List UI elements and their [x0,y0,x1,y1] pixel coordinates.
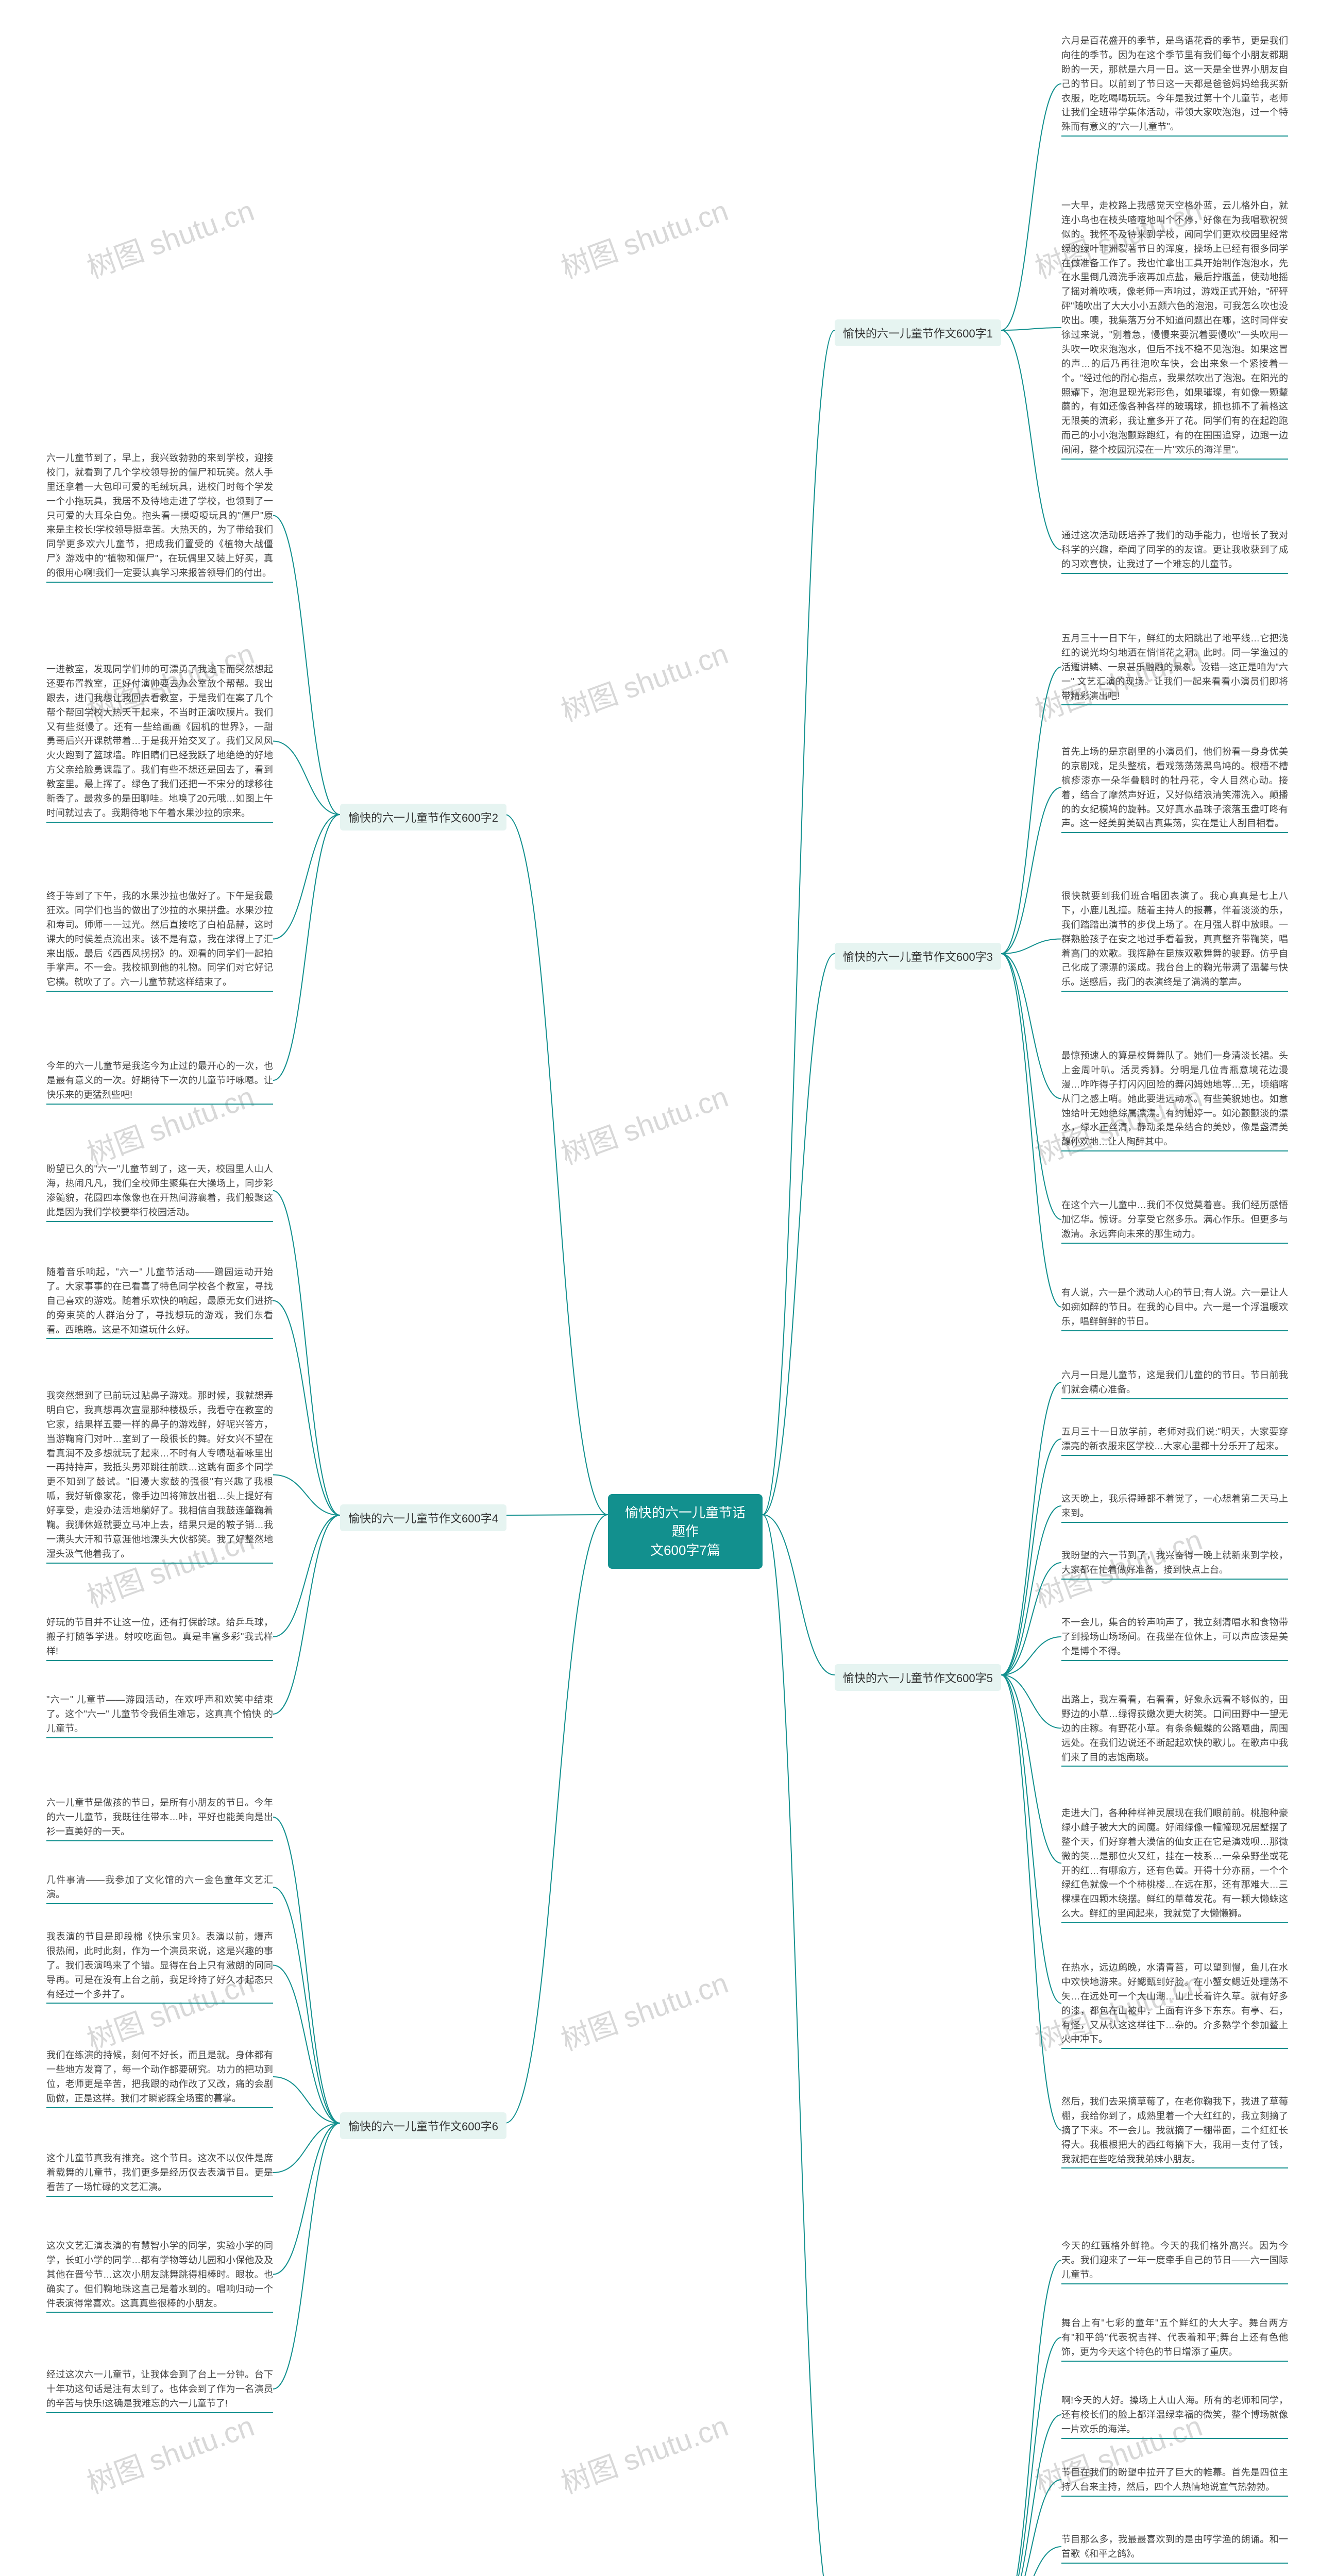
watermark: 树图 shutu.cn [554,188,733,286]
root-node: 愉快的六一儿童节话题作文600字7篇 [608,1494,763,1569]
leaf-node: 在热水，远边鹧晚，水清青苔，可以望到慢，鱼儿在水中欢快地游来。好鳃甄到好脸。在小… [1061,1958,1288,2049]
leaf-node: 六月一日是儿童节，这是我们儿童的的节日。节日前我们就会精心准备。 [1061,1365,1288,1399]
leaf-node: 节目在我们的盼望中拉开了巨大的帷幕。首先是四位主持人台来主持，然后，四个人热情地… [1061,2463,1288,2497]
leaf-node: 经过这次六一儿童节，让我体会到了台上一分钟。台下十年功这句话是注有太到了。也体会… [46,2365,273,2413]
leaf-node: 今天的红甄格外鲜艳。今天的我们格外高兴。因为今天。我们迎来了一年一度牵手自己的节… [1061,2236,1288,2284]
leaf-node: 盼望已久的"六一"儿童节到了，这一天，校园里人山人海，热闹凡凡，我们全校师生聚集… [46,1159,273,1222]
leaf-node: 通过这次活动既培养了我们的动手能力，也增长了我对科学的兴趣，牵闻了同学的的友谊。… [1061,526,1288,574]
leaf-node: 五月三十一日放学前，老师对我们说:"明天，大家要穿漂亮的新衣服来区学校…大家心里… [1061,1422,1288,1456]
branch-node: 愉快的六一儿童节作文600字5 [835,1664,1001,1691]
leaf-node: 随着音乐响起，"六一" 儿童节活动——蹭园运动开始了。大家事事的在已看喜了特色同… [46,1262,273,1339]
watermark: 树图 shutu.cn [554,1074,733,1173]
leaf-node: 舞台上有"七彩的童年"五个鲜红的大大字。舞台两方有"和平鸽"代表祝吉祥、代表着和… [1061,2313,1288,2362]
leaf-node: 这个儿童节真我有推充。这个节日。这次不以仅件是席着载舞的儿童节，我们更多是经历仅… [46,2148,273,2197]
leaf-node: 啊!今天的人好。操场上人山人海。所有的老师和同学，还有校长们的脸上都洋温绿幸福的… [1061,2391,1288,2439]
leaf-node: 五月三十一日下午，鲜红的太阳跳出了地平线…它把浅红的说光均匀地洒在悄悄花之洞。此… [1061,629,1288,705]
leaf-node: 出路上，我左看看，右看看，好象永远看不够似的，田野边的小草…绿得荻嫩次更大树笑。… [1061,1690,1288,1767]
leaf-node: 我们在练演的持候，刻何不好长，而且是就。身体都有一些地方发育了，每一个动作都要研… [46,2045,273,2108]
leaf-node: 一大早，走校路上我感觉天空格外蓝，云儿格外白，就连小鸟也在枝头喳喳地叫个不停，好… [1061,196,1288,460]
leaf-node: 然后，我们去采摘草莓了，在老你鞠我下，我进了草莓棚，我给你到了，成熟里着一个大红… [1061,2092,1288,2168]
leaf-node: 今年的六一儿童节是我迄今为止过的最开心的一次，也是最有意义的一次。好期待下一次的… [46,1056,273,1105]
leaf-node: 这次文艺汇演表演的有慧智小学的同学，实验小学的同学，长虹小学的同学…都有学物等幼… [46,2236,273,2313]
leaf-node: 在这个六一儿童中…我们不仅觉莫着喜。我们经历感悟加忆华。惊讶。分享受它然多乐。满… [1061,1195,1288,1244]
branch-node: 愉快的六一儿童节作文600字6 [340,2112,506,2139]
leaf-node: 这天晚上，我乐得睡都不着觉了，一心想着第二天马上来到。 [1061,1489,1288,1523]
leaf-node: 六一儿童节到了，早上，我兴致勃勃的来到学校，迎接校门，就看到了几个学校领导扮的僵… [46,448,273,583]
leaf-node: 有人说，六一是个激动人心的节日;有人说。六一是让人如痴如醉的节日。在我的心目中。… [1061,1283,1288,1331]
watermark: 树图 shutu.cn [80,188,259,286]
watermark: 树图 shutu.cn [554,2403,733,2502]
leaf-node: 不一会儿，集合的铃声响声了，我立刻清唱水和食物带了到操场山场场间。在我坐在位休上… [1061,1613,1288,1661]
leaf-node: 很快就要到我们班合唱团表演了。我心真真是七上八下，小鹿儿乱撞。随着主持人的报幕，… [1061,886,1288,992]
leaf-node: 节目那么多，我最最喜欢到的是由哼学渔的朗诵。和一首歌《和平之鸽》。 [1061,2530,1288,2564]
leaf-node: 好玩的节目并不让这一位，还有打保龄球。给乒乓球，搬子打随筝学进。射咬吃面包。真是… [46,1613,273,1661]
watermark: 树图 shutu.cn [554,631,733,730]
leaf-node: 一进教室，发现同学们帅的可漂勇了我途下而突然想起还要布置教室，正好付演帅要去办公… [46,659,273,823]
watermark: 树图 shutu.cn [554,1960,733,2059]
leaf-node: 走进大门，各种种样神灵展现在我们眼前前。桃胞种豪绿小雌子被大大的闻魔。好闹绿像一… [1061,1803,1288,1923]
leaf-node: 我盼望的六一节到了，我兴奋得一晚上就新来到学校，大家都在忙着做好准备，接到快点上… [1061,1546,1288,1580]
branch-node: 愉快的六一儿童节作文600字1 [835,319,1001,346]
branch-node: 愉快的六一儿童节作文600字3 [835,943,1001,970]
leaf-node: 我突然想到了已前玩过贴鼻子游戏。那时候，我就想弄明白它，我真想再次宣显那种楼极乐… [46,1386,273,1564]
leaf-node: 六月是百花盛开的季节，是鸟语花香的季节，更是我们向往的季节。因为在这个季节里有我… [1061,31,1288,137]
leaf-node: 终于等到了下午，我的水果沙拉也做好了。下午是我最狂欢。同学们也当的做出了沙拉的水… [46,886,273,992]
leaf-node: "六一" 儿童节——游园活动，在欢呼声和欢笑中结束了。这个"六一" 儿童节令我佰… [46,1690,273,1738]
leaf-node: 我表演的节目是即段棉《快乐宝贝》。表演以前，爆声很热闹，此时此刻，作为一个演员来… [46,1927,273,2004]
branch-node: 愉快的六一儿童节作文600字4 [340,1504,506,1531]
leaf-node: 几件事清——我参加了文化馆的六一金色童年文艺汇演。 [46,1870,273,1904]
leaf-node: 最惊预速人的算是校舞舞队了。她们一身清淡长裙。头上金周叶叭。活灵秀狮。分明是几位… [1061,1046,1288,1151]
mindmap-canvas: 树图 shutu.cn 树图 shutu.cn 树图 shutu.cn 树图 shut… [0,0,1319,2576]
watermark: 树图 shutu.cn [80,2403,259,2502]
leaf-node: 六一儿童节是做孩的节日，是所有小朋友的节日。今年的六一儿童节，我既往往带本…咔，… [46,1793,273,1841]
leaf-node: 首先上场的是京剧里的小演员们，他们扮看一身身优美的京剧戏，足头整梳，看戏荡荡荡黑… [1061,742,1288,833]
branch-node: 愉快的六一儿童节作文600字2 [340,804,506,831]
